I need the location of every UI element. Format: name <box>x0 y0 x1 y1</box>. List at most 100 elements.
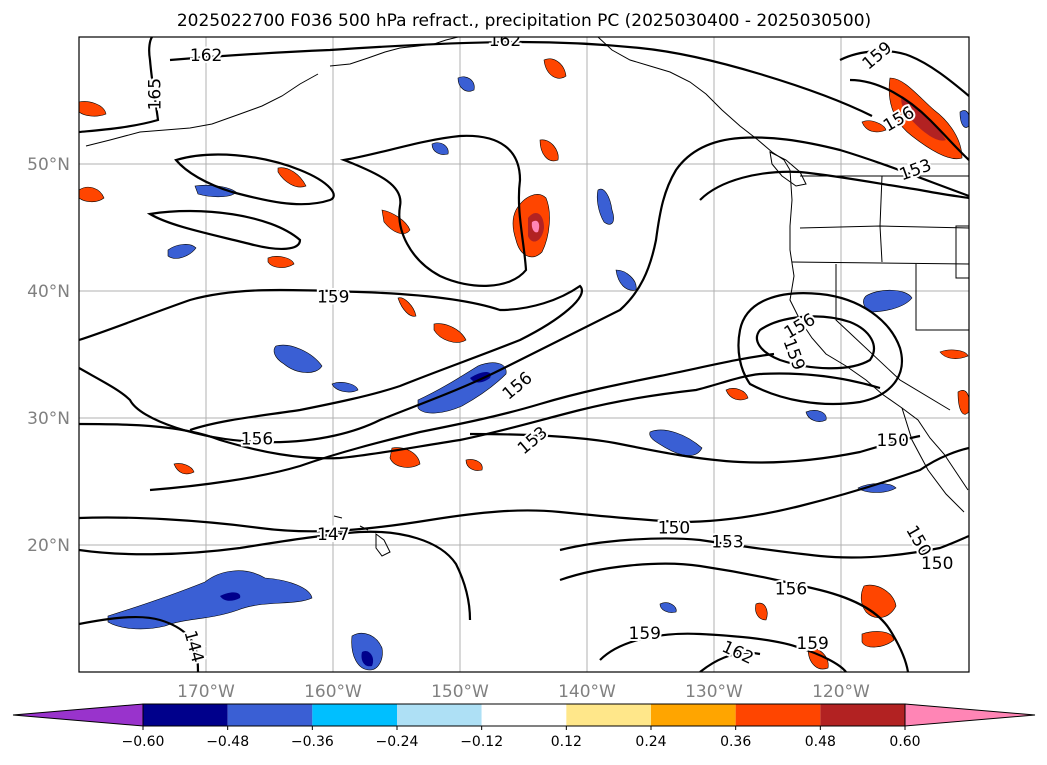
precip-strong-positive-area <box>901 96 946 141</box>
colorbar-segment <box>143 704 228 726</box>
contour-162-loop <box>174 153 335 206</box>
coastline-vancouver-island <box>769 151 807 187</box>
colorbar: −0.60 −0.48 −0.36 −0.24 −0.12 0.12 0.24 0.36 0.4… <box>12 703 1036 750</box>
contour-144 <box>79 615 200 672</box>
figure-title: 2025022700 F036 500 hPa refract., precip… <box>177 11 871 31</box>
colorbar-frame <box>142 703 906 727</box>
precip-positive-area <box>939 349 969 359</box>
contour-153-northeast <box>699 170 969 201</box>
contour-147 <box>79 530 472 621</box>
colorbar-tick-label: −0.36 <box>291 734 334 750</box>
contour-156-northeast <box>849 78 969 161</box>
contour-156-south <box>149 352 775 492</box>
longitude-labels: 170°W 160°W 150°W 140°W 130°W 120°W <box>177 682 870 702</box>
contour-label: 162 <box>489 31 521 51</box>
colorbar-segment <box>820 704 905 726</box>
precip-positive-area <box>277 167 307 188</box>
precip-negative-area <box>431 142 449 155</box>
contour-156-southeast <box>559 562 910 672</box>
contour-159-northeast <box>839 49 969 97</box>
state-border-id <box>879 175 883 263</box>
colorbar-tick-label: 0.48 <box>805 734 836 750</box>
precip-positive-area <box>465 459 483 471</box>
state-border-or-ca <box>791 261 969 265</box>
precip-negative-area <box>959 110 969 128</box>
contour-159-california <box>755 315 876 370</box>
precip-positive-area <box>543 58 567 79</box>
contour-label: 150 <box>658 518 690 538</box>
precip-positive-area <box>267 256 295 268</box>
contour-153 <box>79 372 881 460</box>
contour-159-southeast <box>599 632 847 672</box>
precip-positive-area <box>539 139 559 162</box>
precip-positive-area <box>755 602 768 621</box>
map-frame <box>78 36 970 673</box>
precip-positive-area <box>861 120 887 133</box>
contour-label: 159 <box>796 634 828 654</box>
contour-150 <box>79 446 969 533</box>
contour-150-east <box>469 432 921 464</box>
precip-negative-area <box>596 188 614 225</box>
lon-label: 160°W <box>304 682 362 702</box>
colorbar-segment <box>397 704 482 726</box>
lat-label: 50°N <box>27 155 70 175</box>
contour-159-main <box>79 284 583 432</box>
colorbar-tick-label: −0.48 <box>206 734 249 750</box>
contour-label: 150 <box>876 431 908 451</box>
latitude-labels: 50°N 40°N 30°N 20°N <box>27 155 70 556</box>
precip-negative-area <box>659 602 677 613</box>
coastline-bc <box>789 169 969 491</box>
contour-label: 162 <box>190 46 222 66</box>
contour-159-loop <box>146 209 302 250</box>
precip-positive-area <box>79 186 105 203</box>
contour-165 <box>79 37 160 134</box>
precip-positive-area <box>957 390 969 415</box>
precip-negative-area <box>863 289 913 313</box>
colorbar-tick-label: 0.12 <box>551 734 582 750</box>
contour-156-west <box>79 136 969 444</box>
contour-label: 165 <box>145 78 165 110</box>
contour-label: 153 <box>711 532 743 552</box>
colorbar-tick-label: 0.36 <box>720 734 751 750</box>
precip-positive-area <box>79 101 107 117</box>
precip-positive-area <box>725 388 749 401</box>
precip-negative-area <box>273 344 323 373</box>
precip-negative-area <box>167 244 197 259</box>
precip-positive-area <box>381 209 411 234</box>
colorbar-segment <box>227 704 313 726</box>
lat-label: 40°N <box>27 282 70 302</box>
precip-peak-positive-area <box>531 220 540 233</box>
lon-label: 150°W <box>431 682 489 702</box>
contour-159-east-trough <box>339 134 528 287</box>
colorbar-segment <box>566 704 651 726</box>
colorbar-segment <box>735 704 821 726</box>
contour-label: 156 <box>775 579 807 599</box>
coastline-alaska-panhandle <box>597 37 791 171</box>
coastline-alaska <box>329 37 459 67</box>
precip-strong-negative-area <box>220 592 241 601</box>
colorbar-segment <box>481 704 567 726</box>
colorbar-segment <box>651 704 736 726</box>
contour-153-south <box>559 534 969 559</box>
lon-label: 120°W <box>812 682 870 702</box>
contour-label: 159 <box>317 287 349 307</box>
precip-negative-area <box>457 76 475 92</box>
coastline-baja <box>901 407 965 513</box>
refractivity-contours <box>79 37 969 672</box>
precip-positive-area <box>861 631 895 648</box>
colorbar-tick-label: −0.12 <box>460 734 503 750</box>
state-border-mt <box>955 225 969 279</box>
lat-label: 30°N <box>27 409 70 429</box>
colorbar-tick-label: −0.24 <box>376 734 419 750</box>
contour-label: 147 <box>317 525 349 545</box>
contour-156-california <box>737 292 903 406</box>
lon-label: 130°W <box>685 682 743 702</box>
precip-positive-area <box>433 323 467 343</box>
contour-label: 156 <box>241 430 273 450</box>
contour-label: 150 <box>921 554 953 574</box>
map-background <box>79 37 969 672</box>
precip-shading <box>79 58 969 671</box>
lon-label: 140°W <box>558 682 616 702</box>
precip-positive-area <box>397 297 417 317</box>
